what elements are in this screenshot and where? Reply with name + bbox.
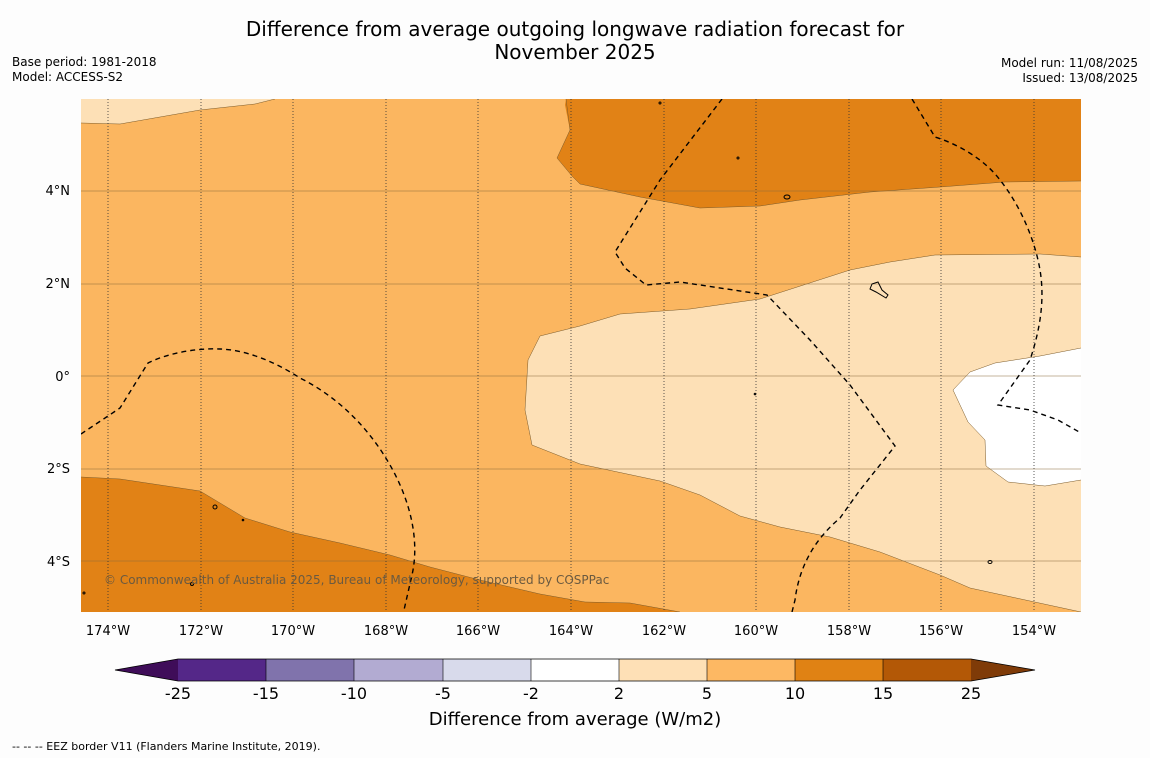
colorbar-segment-5	[531, 659, 619, 681]
lon-label-162w: 162°W	[642, 624, 686, 639]
colorbar-segment-1	[178, 659, 266, 681]
band-neutral-east	[953, 348, 1081, 486]
lat-label-2n: 2°N	[46, 277, 71, 292]
colorbar-tick: -2	[523, 684, 539, 703]
colorbar-segment-4	[443, 659, 531, 681]
colorbar-tick: -15	[253, 684, 279, 703]
colorbar-extend-high	[971, 659, 1035, 681]
band-2-5-central	[525, 254, 1081, 612]
lat-label-2s: 2°S	[47, 462, 70, 477]
lon-label-170w: 170°W	[271, 624, 315, 639]
copyright-text: © Commonwealth of Australia 2025, Bureau…	[104, 573, 609, 587]
issued-text: Issued: 13/08/2025	[1022, 71, 1138, 85]
lat-label-4n: 4°N	[46, 184, 71, 199]
lon-tick-labels: 174°W 172°W 170°W 168°W 166°W 164°W 162°…	[86, 624, 1056, 639]
lon-label-164w: 164°W	[549, 624, 593, 639]
lon-label-160w: 160°W	[734, 624, 778, 639]
colorbar	[114, 658, 1036, 682]
lon-label-154w: 154°W	[1012, 624, 1056, 639]
colorbar-segment-8	[795, 659, 883, 681]
map-panel: © Commonwealth of Australia 2025, Bureau…	[81, 99, 1081, 612]
chart-title-line1: Difference from average outgoing longwav…	[245, 17, 905, 41]
island-4	[987, 560, 993, 564]
band-outlines	[81, 99, 1081, 612]
colorbar-tick: 15	[873, 684, 893, 703]
colorbar-title: Difference from average (W/m2)	[428, 709, 722, 730]
colorbar-tick: 10	[785, 684, 805, 703]
lon-label-174w: 174°W	[86, 624, 130, 639]
colorbar-tick: 2	[614, 684, 624, 703]
colorbar-segment-2	[266, 659, 354, 681]
colorbar-segment-3	[354, 659, 443, 681]
colorbar-segment-6	[619, 659, 707, 681]
colorbar-tick: -25	[165, 684, 191, 703]
colorbar-dividers	[265, 659, 884, 681]
meta-right: Model run: 11/08/2025 Issued: 13/08/2025	[1001, 56, 1138, 86]
island-7	[753, 392, 757, 396]
colorbar-tick: 5	[702, 684, 712, 703]
lat-tick-labels: 4°N 2°N 0° 2°S 4°S	[46, 184, 71, 570]
lon-label-156w: 156°W	[919, 624, 963, 639]
chart-title-line2: November 2025	[494, 40, 656, 64]
colorbar-outline	[114, 658, 1036, 682]
island-10	[82, 591, 86, 595]
colorbar-tick-labels: -25 -15 -10 -5 -2 2 5 10 15 25	[165, 684, 981, 703]
eez-borders	[81, 99, 1081, 612]
eez-border-west	[81, 348, 416, 611]
chart-title: Difference from average outgoing longwav…	[175, 18, 975, 64]
lon-label-168w: 168°W	[364, 624, 408, 639]
lon-label-158w: 158°W	[827, 624, 871, 639]
footnote: -- -- -- EEZ border V11 (Flanders Marine…	[12, 740, 321, 753]
lon-label-172w: 172°W	[179, 624, 223, 639]
base-period-text: Base period: 1981-2018	[12, 55, 157, 69]
island-6	[736, 156, 740, 160]
colorbar-tick: -5	[435, 684, 451, 703]
latitude-gridlines	[81, 190, 1081, 562]
island-5	[658, 101, 662, 105]
lat-label-0: 0°	[55, 370, 70, 385]
band-10-15-bottomleft	[81, 477, 680, 612]
model-run-text: Model run: 11/08/2025	[1000, 56, 1138, 70]
meta-left: Base period: 1981-2018 Model: ACCESS-S2	[12, 55, 157, 85]
colorbar-extend-low	[115, 659, 178, 681]
island-outlines	[82, 101, 993, 595]
colorbar-segment-7	[707, 659, 795, 681]
colorbar-tick: -10	[341, 684, 367, 703]
colorbar-segment-9	[883, 659, 971, 681]
eez-border-east	[911, 99, 1081, 434]
island-2	[869, 281, 889, 299]
island-8	[241, 518, 245, 522]
island-9	[190, 582, 194, 586]
island-1	[783, 194, 791, 200]
model-text: Model: ACCESS-S2	[12, 70, 124, 84]
eez-border-central	[614, 99, 896, 612]
colorbar-tick: 25	[961, 684, 981, 703]
lat-label-4s: 4°S	[47, 555, 70, 570]
island-3	[212, 504, 218, 510]
band-10-15-top	[557, 99, 1081, 208]
lon-label-166w: 166°W	[456, 624, 500, 639]
band-2-5-topleft	[81, 99, 275, 124]
